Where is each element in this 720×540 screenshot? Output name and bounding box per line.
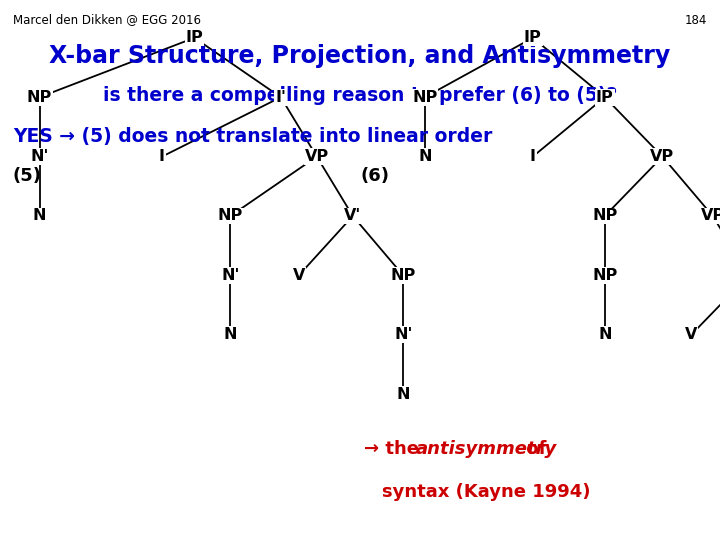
- Text: 184: 184: [685, 14, 707, 26]
- Text: V': V': [344, 208, 361, 224]
- Text: N': N': [394, 327, 413, 342]
- Text: IP: IP: [186, 30, 203, 45]
- Text: N': N': [221, 268, 240, 283]
- Text: NP: NP: [27, 90, 53, 105]
- Text: N: N: [224, 327, 237, 342]
- Text: N: N: [397, 387, 410, 402]
- Text: antisymmetry: antisymmetry: [415, 440, 557, 458]
- Text: NP: NP: [390, 268, 416, 283]
- Text: I': I': [275, 90, 287, 105]
- Text: → the: → the: [364, 440, 425, 458]
- Text: V: V: [292, 268, 305, 283]
- Text: VP: VP: [701, 208, 720, 224]
- Text: V: V: [685, 327, 698, 342]
- Text: N': N': [30, 149, 49, 164]
- Text: NP: NP: [412, 90, 438, 105]
- Text: NP: NP: [592, 268, 618, 283]
- Text: IP: IP: [596, 90, 613, 105]
- Text: NP: NP: [592, 208, 618, 224]
- Text: is there a compelling reason to prefer (6) to (5)?: is there a compelling reason to prefer (…: [103, 86, 617, 105]
- Text: syntax (Kayne 1994): syntax (Kayne 1994): [382, 483, 590, 501]
- Text: X-bar Structure, Projection, and Antisymmetry: X-bar Structure, Projection, and Antisym…: [50, 44, 670, 68]
- Text: I: I: [159, 149, 165, 164]
- Text: N: N: [598, 327, 611, 342]
- Text: of: of: [520, 440, 546, 458]
- Text: I: I: [530, 149, 536, 164]
- Text: NP: NP: [217, 208, 243, 224]
- Text: (5): (5): [13, 167, 42, 185]
- Text: (6): (6): [360, 167, 389, 185]
- Text: YES → (5) does not translate into linear order: YES → (5) does not translate into linear…: [13, 127, 492, 146]
- Text: VP: VP: [650, 149, 675, 164]
- Text: IP: IP: [524, 30, 541, 45]
- Text: Marcel den Dikken @ EGG 2016: Marcel den Dikken @ EGG 2016: [13, 14, 201, 26]
- Text: VP: VP: [305, 149, 329, 164]
- Text: N: N: [418, 149, 431, 164]
- Text: N: N: [33, 208, 46, 224]
